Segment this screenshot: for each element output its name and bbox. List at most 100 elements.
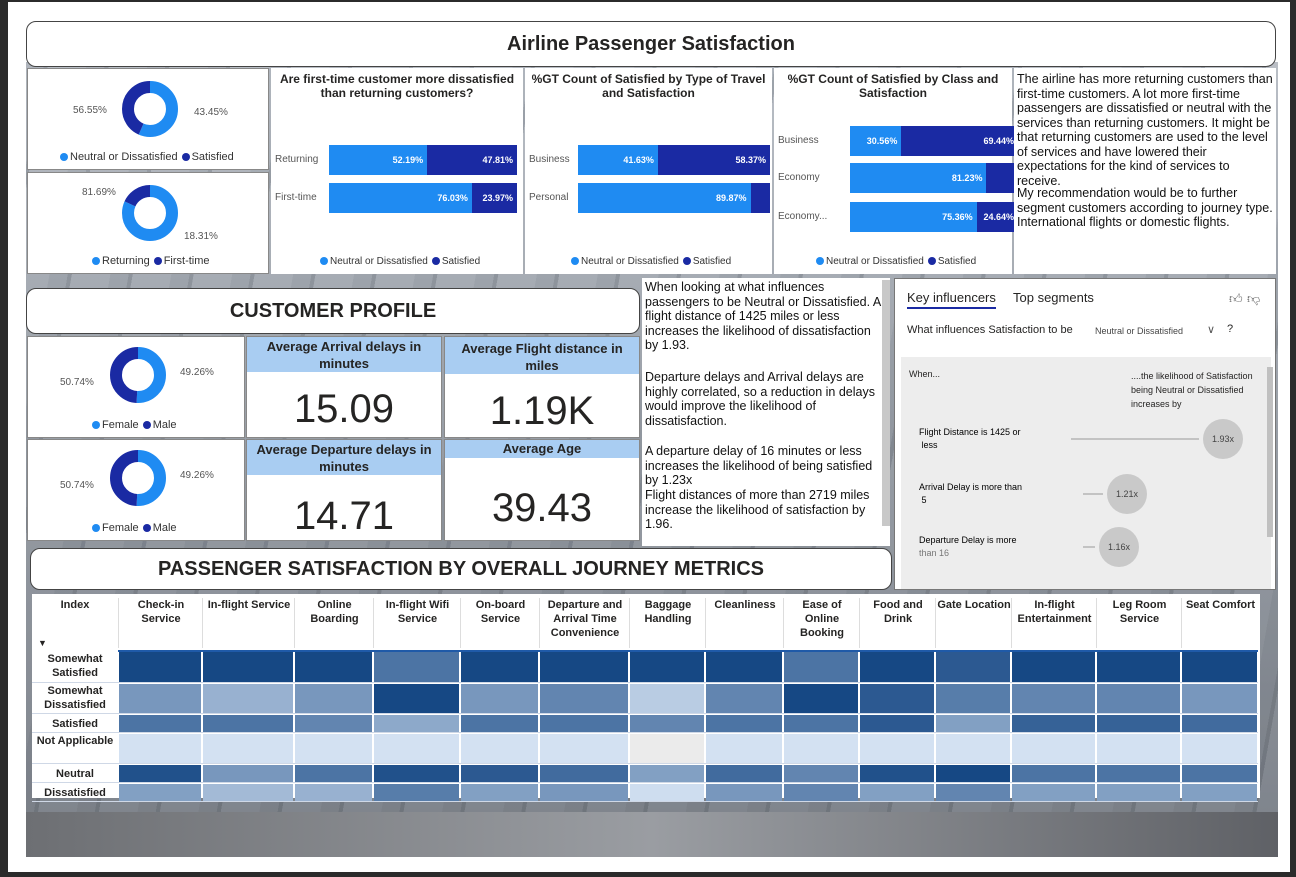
key-influencers-visual[interactable]: Key influencers Top segments 👍︎ 👎︎ What …	[894, 278, 1276, 590]
matrix-cell[interactable]	[1012, 652, 1095, 682]
scrollbar[interactable]	[1267, 367, 1273, 537]
matrix-cell[interactable]	[706, 734, 782, 763]
matrix-cell[interactable]	[784, 652, 858, 682]
matrix-cell[interactable]	[1097, 715, 1180, 732]
matrix-cell[interactable]	[1012, 765, 1095, 782]
metric-column-header[interactable]: Leg Room Service	[1096, 598, 1182, 648]
matrix-cell[interactable]	[203, 715, 293, 732]
matrix-cell[interactable]	[119, 684, 201, 713]
matrix-cell[interactable]	[860, 734, 934, 763]
metric-column-header[interactable]: Seat Comfort	[1181, 598, 1259, 648]
donut-gender-chart[interactable]	[108, 345, 168, 405]
matrix-cell[interactable]	[630, 684, 704, 713]
matrix-cell[interactable]	[119, 784, 201, 801]
matrix-cell[interactable]	[540, 652, 628, 682]
metric-column-header[interactable]: In-flight Wifi Service	[373, 598, 461, 648]
matrix-row-label[interactable]: Somewhat Satisfied	[47, 653, 103, 679]
matrix-cell[interactable]	[374, 784, 459, 801]
matrix-cell[interactable]	[540, 765, 628, 782]
matrix-cell[interactable]	[1182, 734, 1257, 763]
kpi-flight-distance[interactable]: Average Flight distance in miles 1.19K	[444, 336, 640, 438]
matrix-cell[interactable]	[461, 715, 538, 732]
matrix-cell[interactable]	[374, 684, 459, 713]
matrix-cell[interactable]	[860, 784, 934, 801]
matrix-cell[interactable]	[630, 652, 704, 682]
kpi-departure-delay[interactable]: Average Departure delays in minutes 14.7…	[246, 439, 442, 541]
matrix-cell[interactable]	[119, 734, 201, 763]
matrix-cell[interactable]	[119, 765, 201, 782]
matrix-cell[interactable]	[374, 715, 459, 732]
matrix-cell[interactable]	[119, 652, 201, 682]
matrix-cell[interactable]	[784, 765, 858, 782]
donut-satisfaction-chart[interactable]	[120, 79, 180, 139]
bar-segment-satisfied[interactable]: 24.64%	[976, 202, 1018, 232]
bar-segment-neutral-or-dissatisfied[interactable]: 89.87%	[578, 183, 751, 213]
bar-segment-satisfied[interactable]: 47.81%	[427, 145, 517, 175]
matrix-row-label[interactable]: Neutral	[56, 768, 94, 780]
matrix-cell[interactable]	[860, 765, 934, 782]
index-column-header[interactable]: Index	[60, 599, 90, 611]
matrix-cell[interactable]	[706, 784, 782, 801]
matrix-cell[interactable]	[784, 715, 858, 732]
tab-top-segments[interactable]: Top segments	[1013, 290, 1094, 305]
matrix-cell[interactable]	[706, 765, 782, 782]
matrix-cell[interactable]	[374, 652, 459, 682]
matrix-cell[interactable]	[860, 652, 934, 682]
matrix-cell[interactable]	[1182, 784, 1257, 801]
matrix-cell[interactable]	[784, 784, 858, 801]
matrix-cell[interactable]	[461, 684, 538, 713]
bar-segment-satisfied[interactable]	[750, 183, 770, 213]
matrix-cell[interactable]	[1012, 784, 1095, 801]
matrix-cell[interactable]	[706, 652, 782, 682]
chart-type-of-travel[interactable]: %GT Count of Satisfied by Type of Travel…	[525, 68, 772, 274]
metric-column-header[interactable]: Gate Location	[935, 598, 1012, 648]
matrix-cell[interactable]	[936, 765, 1010, 782]
matrix-cell[interactable]	[203, 652, 293, 682]
matrix-cell[interactable]	[295, 715, 372, 732]
matrix-cell[interactable]	[706, 684, 782, 713]
matrix-cell[interactable]	[1097, 765, 1180, 782]
matrix-cell[interactable]	[1012, 715, 1095, 732]
bar-segment-neutral-or-dissatisfied[interactable]: 81.23%	[850, 163, 987, 193]
bar-segment-neutral-or-dissatisfied[interactable]: 76.03%	[329, 183, 472, 213]
tab-key-influencers[interactable]: Key influencers	[907, 290, 996, 309]
matrix-cell[interactable]	[706, 715, 782, 732]
metric-column-header[interactable]: Food and Drink	[859, 598, 936, 648]
matrix-cell[interactable]	[203, 734, 293, 763]
bar-segment-satisfied[interactable]	[986, 163, 1018, 193]
donut-slice[interactable]	[110, 347, 166, 403]
matrix-cell[interactable]	[630, 784, 704, 801]
chart-class[interactable]: %GT Count of Satisfied by Class and Sati…	[774, 68, 1018, 274]
matrix-row-label[interactable]: Dissatisfied	[44, 787, 106, 799]
matrix-cell[interactable]	[295, 652, 372, 682]
metric-column-header[interactable]: In-flight Service	[202, 598, 295, 648]
thumbs-up-icon[interactable]: 👍︎	[1229, 291, 1243, 306]
matrix-cell[interactable]	[860, 715, 934, 732]
influencer-bubble[interactable]	[1099, 527, 1139, 567]
chart-first-time-vs-returning[interactable]: Are first-time customer more dissatisfie…	[271, 68, 523, 274]
matrix-cell[interactable]	[374, 765, 459, 782]
matrix-cell[interactable]	[203, 684, 293, 713]
metric-column-header[interactable]: On-board Service	[460, 598, 540, 648]
matrix-cell[interactable]	[1182, 684, 1257, 713]
matrix-cell[interactable]	[1097, 652, 1180, 682]
matrix-cell[interactable]	[1182, 765, 1257, 782]
metric-column-header[interactable]: Online Boarding	[294, 598, 374, 648]
matrix-cell[interactable]	[1097, 734, 1180, 763]
donut-satisfaction-card[interactable]: 56.55% 43.45% Neutral or Dissatisfied Sat…	[27, 68, 269, 170]
bar-segment-satisfied[interactable]: 69.44%	[901, 126, 1018, 156]
matrix-cell[interactable]	[860, 684, 934, 713]
matrix-cell[interactable]	[1097, 684, 1180, 713]
scrollbar[interactable]	[882, 280, 890, 526]
influencer-target-select[interactable]: Neutral or Dissatisfied	[1095, 326, 1184, 336]
metric-column-header[interactable]: Check-in Service	[118, 598, 203, 648]
matrix-cell[interactable]	[1182, 715, 1257, 732]
matrix-cell[interactable]	[295, 684, 372, 713]
matrix-row-label[interactable]: Satisfied	[52, 718, 98, 730]
matrix-cell[interactable]	[1182, 652, 1257, 682]
kpi-average-age[interactable]: Average Age 39.43	[444, 439, 640, 541]
matrix-cell[interactable]	[936, 734, 1010, 763]
matrix-cell[interactable]	[784, 734, 858, 763]
matrix-cell[interactable]	[630, 734, 704, 763]
donut-slice[interactable]	[122, 185, 178, 241]
